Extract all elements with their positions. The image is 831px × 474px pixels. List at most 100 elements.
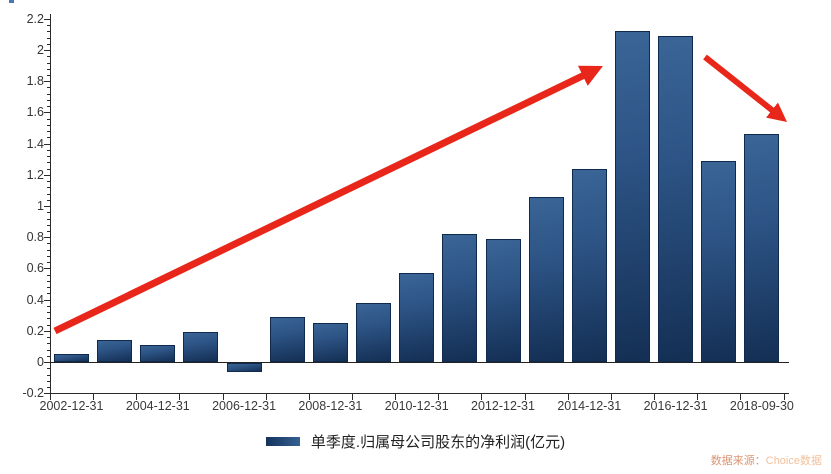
x-tick-label: 2008-12-31: [298, 399, 363, 413]
y-minor-tick: [47, 156, 50, 158]
trend-arrow-down-right: [703, 54, 788, 122]
y-tick-label: 2.2: [26, 11, 44, 26]
y-major-tick: [44, 268, 50, 270]
y-minor-tick: [47, 99, 50, 101]
bar: [528, 196, 564, 362]
y-minor-tick: [47, 75, 50, 76]
bar: [226, 363, 262, 373]
x-tick: [654, 393, 655, 400]
y-tick-label: 0: [37, 355, 44, 369]
y-minor-tick: [47, 193, 50, 195]
y-minor-tick: [47, 262, 50, 264]
x-tick: [395, 393, 397, 400]
y-minor-tick: [47, 312, 50, 314]
y-minor-tick: [47, 349, 50, 351]
y-tick-label: 2: [37, 43, 44, 57]
y-minor-tick: [47, 231, 50, 232]
x-tick: [697, 393, 699, 400]
x-tick: [93, 393, 95, 400]
bar: [399, 273, 435, 362]
x-tick-label: 2004-12-31: [125, 399, 190, 413]
y-minor-tick: [47, 212, 50, 214]
legend-label: 单季度.归属母公司股东的净利润(亿元): [310, 433, 566, 451]
bar: [701, 160, 737, 362]
y-major-tick: [44, 174, 50, 176]
x-tick: [567, 393, 569, 400]
y-major-tick: [44, 50, 50, 51]
y-minor-tick: [47, 255, 50, 257]
x-tick-label: 2002-12-31: [39, 399, 104, 413]
y-minor-tick: [47, 274, 50, 276]
y-axis-line: [50, 14, 51, 393]
y-minor-tick: [47, 337, 50, 338]
y-tick-label: 0.4: [26, 292, 44, 307]
y-minor-tick: [47, 149, 50, 151]
x-tick-label: 2016-12-31: [643, 399, 708, 413]
y-minor-tick: [47, 249, 50, 251]
y-major-tick: [44, 206, 50, 207]
x-tick: [179, 393, 181, 400]
y-minor-tick: [47, 37, 50, 39]
x-tick-label: 2010-12-31: [384, 399, 449, 413]
x-tick: [610, 393, 612, 400]
bar: [571, 168, 607, 362]
y-minor-tick: [47, 374, 50, 376]
bar: [97, 340, 133, 362]
bar: [442, 234, 478, 362]
y-minor-tick: [47, 343, 50, 345]
y-minor-tick: [47, 318, 50, 320]
y-minor-tick: [47, 368, 50, 370]
y-minor-tick: [47, 43, 50, 45]
bar: [269, 316, 305, 362]
y-minor-tick: [47, 31, 50, 33]
y-minor-tick: [47, 87, 50, 89]
zero-baseline: [50, 362, 789, 363]
y-tick-label: 1.4: [26, 136, 44, 151]
y-major-tick: [44, 81, 50, 83]
y-minor-tick: [47, 287, 50, 289]
bar: [140, 344, 176, 362]
y-major-tick: [44, 362, 50, 363]
y-major-tick: [44, 393, 50, 395]
bar: [356, 302, 392, 362]
x-tick-label: 2012-12-31: [471, 399, 535, 413]
y-minor-tick: [47, 293, 50, 295]
bar: [312, 323, 348, 362]
x-tick: [265, 393, 267, 400]
x-tick-label: 2018-09-30: [729, 399, 794, 413]
bar: [658, 36, 694, 362]
x-tick: [783, 393, 785, 400]
y-minor-tick: [47, 25, 50, 26]
x-tick: [222, 393, 224, 400]
y-major-tick: [44, 330, 50, 332]
y-tick-label: 1.6: [26, 105, 44, 120]
y-minor-tick: [47, 187, 50, 189]
y-minor-tick: [47, 181, 50, 182]
y-major-tick: [44, 112, 50, 114]
y-tick-label: 0.6: [26, 261, 44, 276]
y-tick-label: 1.8: [26, 74, 44, 89]
y-minor-tick: [47, 137, 50, 139]
y-major-tick: [44, 143, 50, 145]
y-minor-tick: [47, 224, 50, 226]
bar: [744, 134, 780, 362]
y-minor-tick: [47, 380, 50, 382]
y-minor-tick: [47, 68, 50, 70]
x-tick: [481, 393, 483, 400]
y-minor-tick: [47, 93, 50, 95]
y-minor-tick: [47, 280, 50, 282]
y-minor-tick: [47, 62, 50, 64]
y-minor-tick: [47, 106, 50, 108]
y-minor-tick: [47, 162, 50, 164]
y-minor-tick: [47, 243, 50, 245]
y-tick-label: 1: [37, 199, 44, 213]
x-tick: [136, 393, 138, 400]
y-tick-label: -0.2: [22, 386, 44, 401]
y-minor-tick: [47, 305, 50, 307]
y-major-tick: [44, 18, 50, 20]
x-tick: [524, 393, 526, 400]
x-tick: [352, 393, 353, 400]
bar: [485, 238, 521, 362]
x-tick: [740, 393, 742, 400]
